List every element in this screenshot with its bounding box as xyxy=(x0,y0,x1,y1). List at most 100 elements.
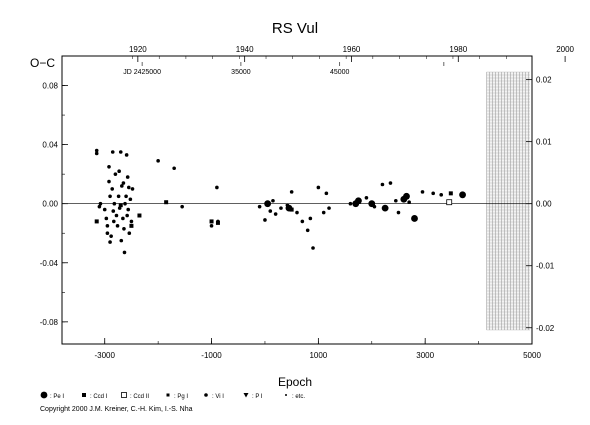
data-point xyxy=(117,169,121,173)
data-point xyxy=(110,187,115,191)
y-tick-label-right: 0.00 xyxy=(536,200,552,209)
data-point xyxy=(98,201,103,206)
data-point xyxy=(420,190,425,194)
data-point xyxy=(209,219,214,224)
legend-label: : P I xyxy=(252,394,263,400)
year-tick-label: 1960 xyxy=(343,45,361,54)
legend-symbol xyxy=(166,393,170,397)
data-point xyxy=(104,216,109,221)
data-point xyxy=(279,206,283,210)
x-tick-label: -1000 xyxy=(201,351,222,360)
x-tick-label: 5000 xyxy=(523,351,541,360)
y-tick-label-left: 0.08 xyxy=(42,82,58,91)
y-tick-label-left: 0.00 xyxy=(42,200,58,209)
data-point xyxy=(105,231,110,236)
data-point xyxy=(117,206,122,210)
legend-symbol xyxy=(204,393,208,397)
data-point xyxy=(311,246,315,250)
x-axis-label: Epoch xyxy=(278,375,312,389)
data-point xyxy=(407,200,411,205)
data-point xyxy=(321,210,326,215)
hatched-region xyxy=(486,71,530,331)
y-tick-label-left: 0.04 xyxy=(42,141,58,150)
data-point xyxy=(403,192,410,200)
y-axis-label: O−C xyxy=(30,56,55,70)
data-point xyxy=(102,207,107,212)
data-point xyxy=(108,194,112,199)
legend-label: : Ccd II xyxy=(130,394,149,400)
y-tick-label-right: 0.02 xyxy=(536,76,552,85)
data-point xyxy=(94,219,99,224)
y-tick-label-left: -0.04 xyxy=(40,259,59,268)
data-point xyxy=(126,185,131,190)
y-tick-label-right: 0.01 xyxy=(536,138,552,147)
data-point xyxy=(109,234,113,238)
data-point xyxy=(125,213,129,218)
data-point xyxy=(129,223,134,228)
data-point xyxy=(119,238,124,243)
data-point xyxy=(108,240,112,244)
legend-symbol xyxy=(285,394,287,396)
legend-symbol xyxy=(82,393,86,397)
data-point xyxy=(364,195,369,200)
data-point xyxy=(130,187,135,191)
data-point xyxy=(164,200,169,205)
data-point xyxy=(124,194,128,199)
data-point xyxy=(118,203,123,208)
data-point xyxy=(94,151,99,156)
data-point xyxy=(121,216,125,221)
data-point xyxy=(411,215,418,222)
data-point xyxy=(105,224,110,228)
data-point xyxy=(295,210,299,215)
data-point xyxy=(113,172,118,176)
data-point xyxy=(396,210,401,215)
jd-label: JD 2425000 xyxy=(123,69,161,76)
year-tick-label: 1940 xyxy=(236,45,254,54)
data-point xyxy=(122,227,126,231)
data-point xyxy=(97,204,102,209)
data-point xyxy=(285,204,293,212)
data-point xyxy=(94,148,99,153)
year-tick-label: 2000 xyxy=(556,45,574,54)
data-point xyxy=(264,200,272,208)
data-point xyxy=(137,213,142,218)
legend: : Pe I: Ccd I: Ccd II: Pg I: Vi I: P I: … xyxy=(40,391,305,400)
data-point xyxy=(381,204,389,212)
data-point xyxy=(172,166,176,171)
data-point xyxy=(111,209,116,213)
data-point xyxy=(116,194,121,199)
data-point xyxy=(431,191,435,196)
data-point xyxy=(300,219,305,224)
legend-label: : Pe I xyxy=(50,394,64,400)
data-point xyxy=(156,159,160,163)
data-point xyxy=(327,206,331,210)
data-point xyxy=(348,201,353,206)
data-point xyxy=(110,150,115,154)
data-point xyxy=(368,200,376,208)
year-tick-label: 1980 xyxy=(449,45,467,54)
data-point xyxy=(128,197,133,202)
plot-frame xyxy=(61,55,533,345)
y-tick-label-left: -0.08 xyxy=(40,318,59,327)
data-point xyxy=(308,216,313,221)
data-point xyxy=(123,201,127,206)
data-point xyxy=(126,207,131,212)
x-tick-label: -3000 xyxy=(94,351,115,360)
legend-label: : Vi I xyxy=(212,394,224,400)
data-point xyxy=(125,175,130,179)
y-tick-label-right: -0.01 xyxy=(536,262,555,271)
data-point xyxy=(121,181,126,185)
data-point xyxy=(215,220,220,225)
data-point xyxy=(263,218,267,222)
data-point xyxy=(271,198,275,203)
legend-symbol xyxy=(40,391,48,399)
data-point xyxy=(439,193,444,197)
year-tick-label: 1920 xyxy=(129,45,147,54)
legend-label: : etc. xyxy=(292,394,305,400)
x-tick-label: 1000 xyxy=(309,351,327,360)
data-point xyxy=(209,224,214,228)
legend-symbol xyxy=(243,393,249,398)
data-point xyxy=(112,219,116,224)
data-point xyxy=(120,184,124,188)
